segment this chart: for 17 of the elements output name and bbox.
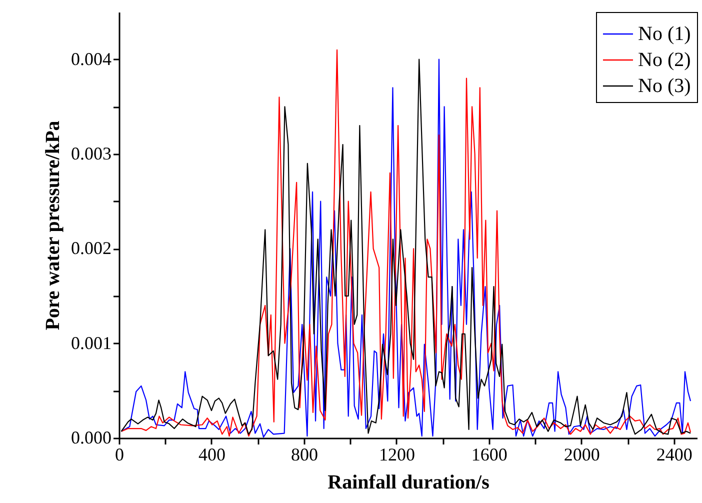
x-axis-title: Rainfall duration/s: [328, 472, 490, 494]
x-tick-label: 2000: [564, 444, 600, 464]
x-tick-label: 1200: [378, 444, 415, 464]
x-tick-label: 1600: [471, 444, 508, 464]
y-tick-label: 0.002: [71, 238, 112, 258]
legend-label: No (1): [638, 23, 691, 45]
y-tick-label: 0.000: [71, 428, 112, 448]
x-tick-label: 2400: [656, 444, 692, 464]
x-tick-label: 400: [198, 444, 226, 464]
x-tick-label: 0: [115, 444, 124, 464]
y-tick-label: 0.004: [71, 48, 112, 69]
y-tick-label: 0.001: [71, 332, 112, 353]
legend-label: No (2): [638, 49, 691, 71]
legend-label: No (3): [638, 75, 691, 97]
x-tick-label: 800: [290, 444, 318, 464]
y-axis-title: Pore water pressure/kPa: [42, 120, 64, 330]
y-tick-label: 0.003: [71, 144, 112, 164]
